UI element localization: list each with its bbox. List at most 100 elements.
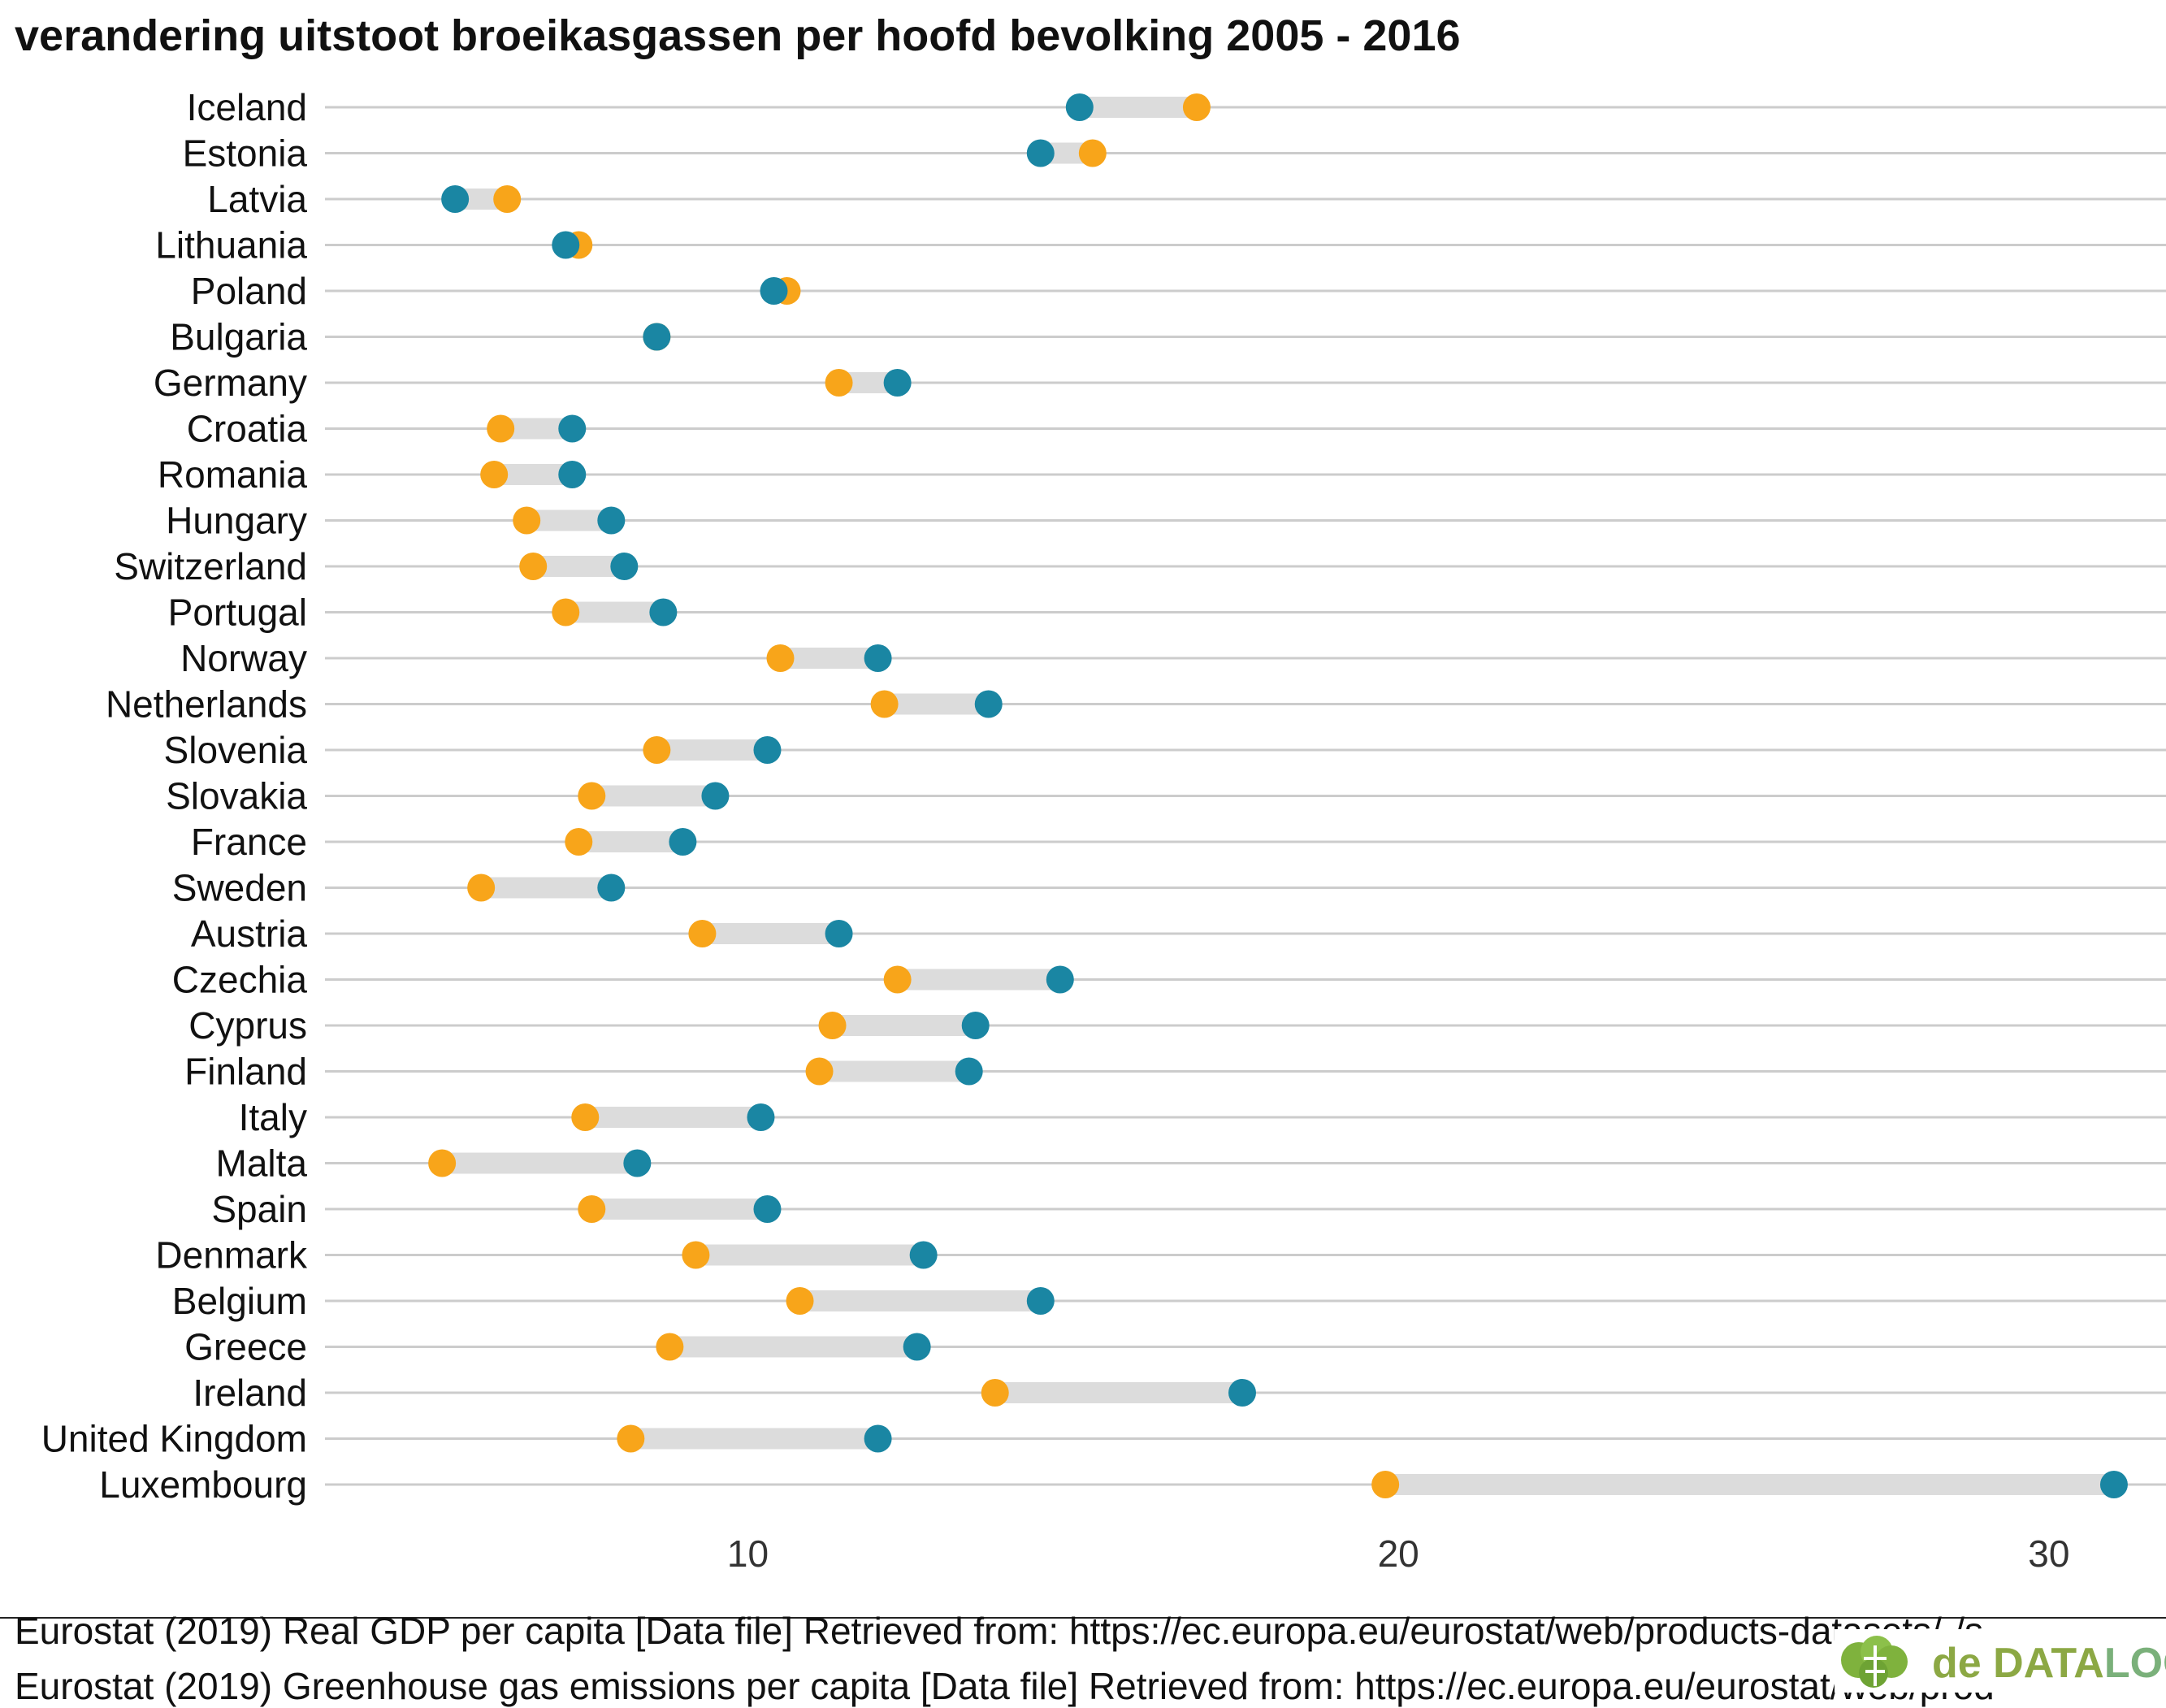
- point-2005: [1026, 139, 1055, 167]
- y-tick-label: Ireland: [193, 1372, 307, 1414]
- point-2005: [955, 1057, 983, 1086]
- y-tick-label: Belgium: [172, 1280, 307, 1322]
- y-tick-label: Luxembourg: [99, 1463, 307, 1506]
- point-2016: [981, 1379, 1009, 1407]
- y-tick-label: Slovenia: [164, 729, 308, 771]
- y-tick-label: Cyprus: [188, 1004, 307, 1047]
- y-tick-label: Romania: [158, 453, 308, 496]
- y-tick-label: Italy: [239, 1096, 307, 1138]
- point-2016: [825, 369, 853, 397]
- y-tick-label: Finland: [184, 1051, 307, 1093]
- point-2005: [669, 828, 697, 856]
- y-axis-labels: IcelandEstoniaLatviaLithuaniaPolandBulga…: [41, 86, 308, 1506]
- brain-logo-icon: [1841, 1636, 1908, 1688]
- point-2005: [747, 1103, 775, 1131]
- point-2005: [753, 1195, 782, 1223]
- y-tick-label: France: [191, 821, 307, 863]
- point-2016: [805, 1057, 834, 1086]
- x-axis-ticks: 10 20 30: [727, 1532, 2070, 1575]
- point-2016: [578, 1195, 606, 1223]
- point-2016: [565, 828, 593, 856]
- point-2016: [480, 461, 509, 488]
- point-2005: [597, 506, 626, 535]
- point-2016: [428, 1149, 457, 1177]
- point-2016: [552, 598, 580, 626]
- point-2005: [1228, 1379, 1256, 1407]
- point-2016: [883, 965, 912, 994]
- point-2005: [2099, 1471, 2128, 1498]
- point-2005: [649, 598, 678, 626]
- y-tick-label: Latvia: [207, 178, 307, 220]
- point-2016: [513, 506, 541, 535]
- point-2016: [1371, 1471, 1400, 1498]
- point-2005: [1026, 1287, 1055, 1315]
- point-2005: [1065, 93, 1094, 121]
- y-tick-label: Hungary: [166, 500, 307, 542]
- caption-separator: [0, 1617, 2166, 1619]
- point-2016: [643, 736, 671, 764]
- y-tick-label: Poland: [191, 270, 307, 312]
- y-tick-label: Austria: [191, 913, 308, 955]
- y-tick-label: Malta: [216, 1142, 308, 1185]
- point-2005: [974, 690, 1003, 718]
- y-tick-label: Czechia: [172, 959, 308, 1001]
- point-2005: [864, 1424, 892, 1453]
- point-2016: [682, 1241, 710, 1269]
- y-tick-label: Lithuania: [155, 224, 307, 267]
- y-tick-label: Slovakia: [166, 775, 307, 817]
- point-2016: [818, 1012, 847, 1039]
- point-2005: [864, 644, 892, 672]
- point-2016: [493, 185, 522, 213]
- point-2005: [903, 1333, 931, 1361]
- logo-wordmark: de DATALOOG: [1932, 1639, 2166, 1688]
- point-2016: [766, 644, 795, 672]
- point-2005: [825, 920, 853, 947]
- logo-loog-text: LOOG: [2103, 1640, 2166, 1687]
- point-2005: [597, 874, 626, 902]
- point-2005: [909, 1241, 938, 1269]
- y-tick-label: Iceland: [187, 86, 307, 128]
- point-2016: [786, 1287, 814, 1315]
- point-2016: [487, 414, 515, 443]
- y-tick-label: Sweden: [172, 867, 307, 909]
- y-tick-label: Norway: [180, 637, 307, 679]
- y-tick-label: Estonia: [183, 132, 308, 175]
- y-tick-label: Germany: [154, 362, 307, 404]
- point-2016: [870, 690, 899, 718]
- y-tick-label: Greece: [184, 1326, 307, 1368]
- y-tick-label: Bulgaria: [170, 316, 307, 358]
- point-2005: [883, 369, 912, 397]
- point-2005: [610, 553, 639, 580]
- point-2016: [467, 874, 496, 902]
- point-2016: [688, 920, 717, 947]
- y-tick-label: Netherlands: [106, 683, 307, 726]
- y-tick-label: Croatia: [187, 408, 308, 450]
- source-caption-1: Eurostat (2019) Real GDP per capita [Dat…: [15, 1610, 1984, 1652]
- point-2005: [1046, 965, 1074, 994]
- source-caption-2: Eurostat (2019) Greenhouse gas emissions…: [15, 1665, 1995, 1707]
- point-2005: [558, 461, 587, 488]
- x-tick-label: 10: [727, 1532, 769, 1575]
- point-2005: [558, 414, 587, 443]
- point-2005: [961, 1012, 990, 1039]
- x-tick-label: 20: [1378, 1532, 1419, 1575]
- y-tick-label: United Kingdom: [41, 1418, 307, 1460]
- data-points: [428, 93, 2128, 1498]
- y-tick-label: Switzerland: [114, 545, 307, 587]
- point-2016: [519, 553, 548, 580]
- point-2005: [643, 323, 671, 351]
- chart-title: verandering uitstoot broeikasgassen per …: [15, 11, 1461, 60]
- point-2005: [760, 277, 788, 305]
- point-2016: [1182, 93, 1211, 121]
- brand-logo: de DATALOOG: [1835, 1629, 2166, 1693]
- point-2016: [571, 1103, 600, 1131]
- point-2016: [1078, 139, 1107, 167]
- point-2005: [623, 1149, 652, 1177]
- logo-prefix: de: [1932, 1640, 1994, 1687]
- y-tick-label: Portugal: [168, 592, 307, 634]
- logo-data-text: DATA: [1993, 1640, 2104, 1687]
- point-2016: [617, 1424, 645, 1453]
- point-2005: [552, 231, 580, 259]
- x-tick-label: 30: [2028, 1532, 2069, 1575]
